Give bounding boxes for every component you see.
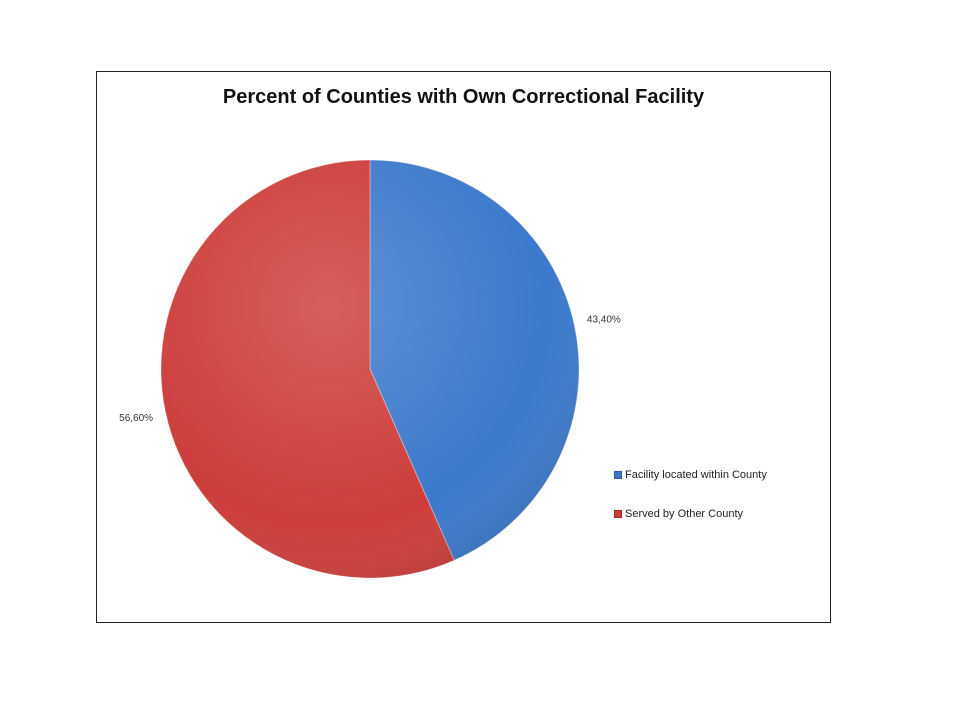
data-label-facility-within-county: 43,40% — [587, 314, 621, 325]
chart-frame: Percent of Counties with Own Correctiona… — [96, 71, 831, 623]
legend-label-served-by-other-county: Served by Other County — [625, 508, 744, 520]
legend-item-served-by-other-county: Served by Other County — [614, 507, 767, 521]
data-label-served-by-other-county: 56,60% — [119, 413, 153, 424]
pie-slices — [160, 159, 580, 579]
legend-swatch-facility-within-county — [614, 471, 622, 479]
legend-item-facility-within-county: Facility located within County — [614, 468, 767, 482]
legend-label-facility-within-county: Facility located within County — [625, 469, 767, 481]
pie-data-labels: 43,40% 56,60% — [119, 314, 621, 423]
legend: Facility located within County Served by… — [614, 468, 767, 546]
legend-swatch-served-by-other-county — [614, 510, 622, 518]
chart-title: Percent of Counties with Own Correctiona… — [222, 86, 705, 108]
